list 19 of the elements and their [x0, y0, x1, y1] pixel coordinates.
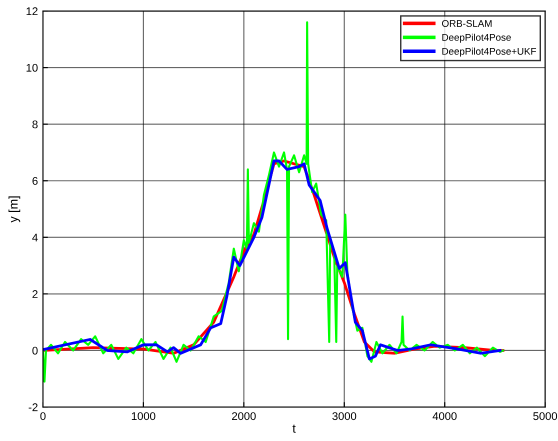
legend-label: ORB-SLAM: [442, 20, 492, 27]
legend-label: DeepPilot4Pose+UKF: [442, 48, 536, 57]
y-tick-label: 4: [32, 234, 38, 242]
y-axis-title: y [m]: [8, 196, 20, 223]
x-axis-title: t: [292, 424, 296, 433]
x-tick-label: 0: [40, 412, 46, 420]
y-tick-label: 2: [32, 290, 38, 298]
x-tick-label: 3000: [332, 412, 356, 420]
y-tick-label: 12: [26, 7, 38, 16]
y-tick-label: 6: [32, 177, 38, 185]
x-tick-label: 1000: [132, 412, 156, 420]
y-tick-label: 10: [26, 64, 38, 72]
x-tick-label: 2000: [232, 412, 256, 420]
y-tick-label: -2: [28, 403, 38, 412]
y-tick-label: 8: [32, 120, 38, 128]
x-tick-label: 4000: [432, 412, 457, 420]
legend-label: DeepPilot4Pose: [442, 34, 511, 43]
y-tick-label: 0: [32, 346, 38, 355]
x-tick-label: 5000: [533, 412, 558, 420]
